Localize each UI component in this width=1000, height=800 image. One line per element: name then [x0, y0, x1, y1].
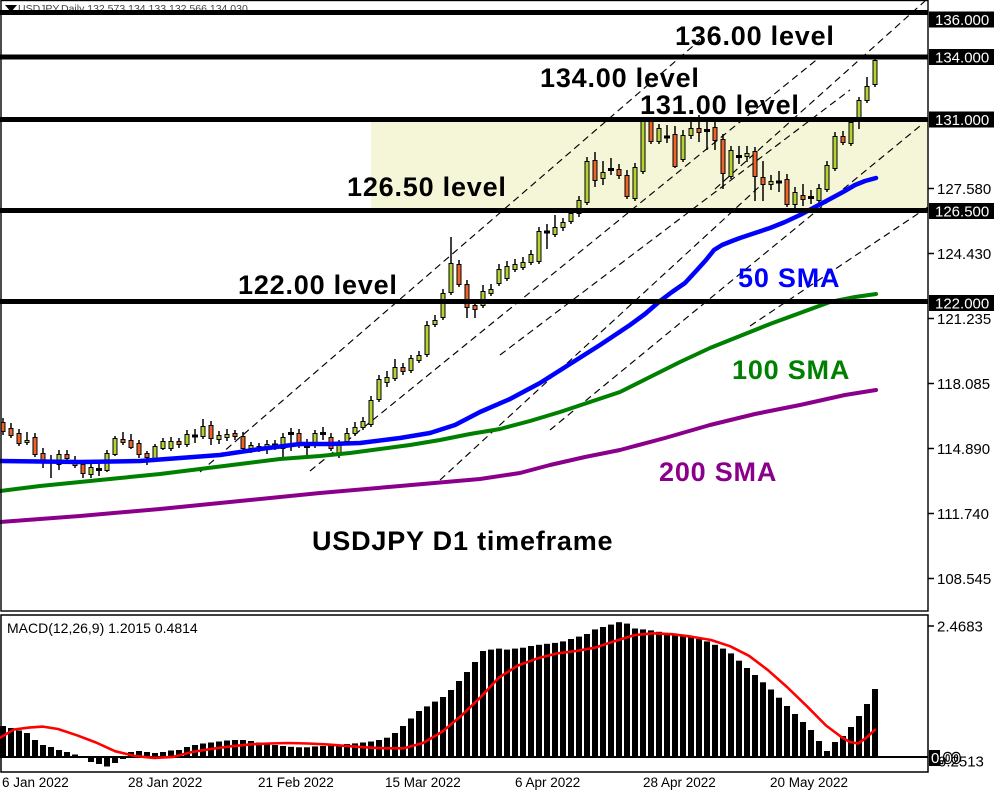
- svg-text:100 SMA: 100 SMA: [732, 355, 850, 385]
- svg-text:136.00 level: 136.00 level: [675, 21, 835, 51]
- svg-text:20 May 2022: 20 May 2022: [770, 775, 848, 790]
- svg-text:28 Jan 2022: 28 Jan 2022: [128, 775, 202, 790]
- svg-text:126.500: 126.500: [935, 204, 989, 221]
- svg-text:6 Jan 2022: 6 Jan 2022: [2, 775, 69, 790]
- svg-text:136.000: 136.000: [935, 12, 989, 29]
- svg-text:134.00 level: 134.00 level: [540, 63, 700, 93]
- svg-text:6 Apr 2022: 6 Apr 2022: [515, 775, 580, 790]
- svg-text:131.000: 131.000: [935, 112, 989, 129]
- svg-text:28 Apr 2022: 28 Apr 2022: [643, 775, 716, 790]
- svg-text:122.000: 122.000: [935, 296, 989, 313]
- svg-text:2.4683: 2.4683: [937, 619, 983, 636]
- svg-text:114.890: 114.890: [937, 441, 990, 458]
- svg-text:134.000: 134.000: [935, 50, 989, 67]
- svg-text:50 SMA: 50 SMA: [738, 263, 840, 293]
- svg-text:15 Mar 2022: 15 Mar 2022: [385, 775, 461, 790]
- svg-text:127.580: 127.580: [937, 181, 991, 198]
- svg-text:122.00 level: 122.00 level: [238, 270, 398, 300]
- svg-text:121.235: 121.235: [937, 311, 991, 328]
- svg-text:USDJPY D1 timeframe: USDJPY D1 timeframe: [312, 526, 613, 556]
- svg-text:0.2513: 0.2513: [938, 754, 984, 771]
- svg-text:MACD(12,26,9) 1.2015 0.4814: MACD(12,26,9) 1.2015 0.4814: [7, 620, 198, 636]
- svg-text:108.545: 108.545: [937, 571, 991, 588]
- svg-text:200 SMA: 200 SMA: [659, 457, 777, 487]
- svg-text:118.085: 118.085: [937, 376, 990, 393]
- svg-text:21 Feb 2022: 21 Feb 2022: [258, 775, 334, 790]
- svg-text:126.50 level: 126.50 level: [347, 172, 507, 202]
- svg-text:131.00 level: 131.00 level: [640, 90, 800, 120]
- svg-text:0.00: 0.00: [931, 750, 960, 767]
- svg-text:124.430: 124.430: [937, 246, 991, 263]
- svg-text:111.740: 111.740: [937, 506, 989, 523]
